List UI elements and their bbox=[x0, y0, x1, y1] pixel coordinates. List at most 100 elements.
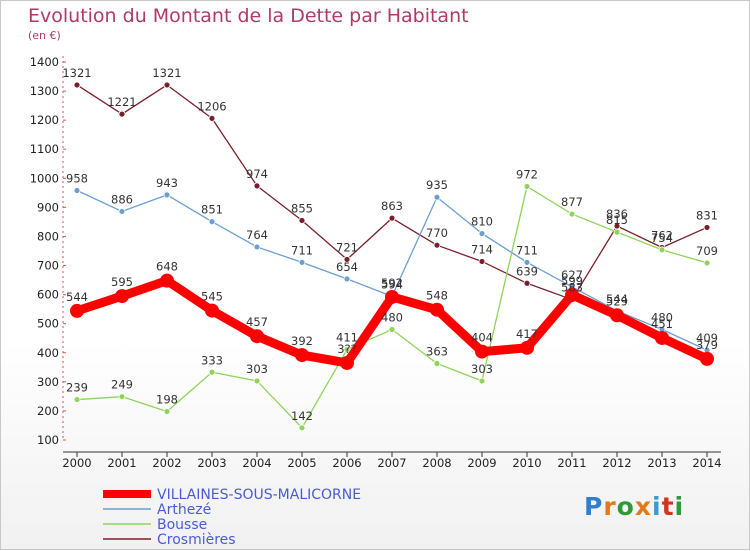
data-point bbox=[568, 210, 576, 218]
data-label: 363 bbox=[426, 345, 448, 359]
data-label: 1206 bbox=[197, 99, 226, 113]
legend-label: Arthezé bbox=[157, 502, 211, 518]
data-label: 333 bbox=[201, 353, 223, 367]
data-point bbox=[613, 228, 621, 236]
data-label: 592 bbox=[381, 276, 403, 290]
data-point bbox=[478, 258, 486, 265]
data-label: 863 bbox=[381, 199, 403, 213]
legend-label: Crosmières bbox=[157, 532, 236, 548]
data-label: 627 bbox=[561, 268, 583, 282]
data-label: 974 bbox=[246, 167, 268, 181]
data-label: 595 bbox=[111, 275, 133, 289]
series-0 bbox=[70, 273, 714, 370]
y-tick-label: 1300 bbox=[30, 84, 59, 98]
data-label: 711 bbox=[291, 243, 313, 257]
data-label: 836 bbox=[606, 207, 628, 221]
data-point bbox=[340, 355, 354, 370]
data-point bbox=[523, 279, 531, 287]
data-label: 886 bbox=[111, 192, 133, 206]
data-point bbox=[430, 302, 444, 317]
data-point bbox=[475, 344, 489, 359]
x-tick-label: 2005 bbox=[287, 456, 316, 470]
data-point bbox=[343, 275, 351, 283]
data-point bbox=[655, 330, 669, 345]
data-point bbox=[163, 81, 171, 89]
data-point bbox=[208, 368, 216, 376]
x-tick-label: 2000 bbox=[62, 456, 91, 470]
x-tick-label: 2009 bbox=[467, 456, 496, 470]
data-point bbox=[343, 346, 351, 353]
y-tick-label: 800 bbox=[37, 229, 59, 243]
logo-letter: r bbox=[603, 492, 617, 521]
y-tick-label: 1100 bbox=[30, 142, 59, 156]
data-point bbox=[610, 308, 624, 323]
x-tick-label: 2007 bbox=[377, 456, 406, 470]
data-label: 142 bbox=[291, 409, 313, 423]
data-labels: 544 595 648 545 457 392 3?? 592 548 404 417 599 529 4… bbox=[62, 66, 718, 423]
data-label: 877 bbox=[561, 195, 583, 209]
data-label: 599 bbox=[561, 274, 583, 288]
data-label: 457 bbox=[246, 315, 268, 329]
data-label: 303 bbox=[246, 362, 268, 376]
data-point bbox=[118, 393, 126, 401]
data-point bbox=[433, 193, 441, 201]
data-point bbox=[163, 191, 171, 199]
data-point bbox=[388, 326, 396, 333]
data-label: 548 bbox=[426, 289, 448, 303]
x-tick-label: 2008 bbox=[422, 456, 451, 470]
data-label: 417 bbox=[516, 327, 538, 341]
axes: 100 200 300 400 500 600 700 800 900 1000 1100 1200 1… bbox=[30, 55, 722, 470]
data-label: 721 bbox=[336, 240, 358, 254]
data-label: 648 bbox=[156, 260, 178, 274]
data-label: 711 bbox=[516, 243, 538, 257]
data-point bbox=[523, 183, 531, 190]
data-point bbox=[73, 187, 81, 194]
unit-label: (en €) bbox=[28, 29, 61, 42]
legend-label: Bousse bbox=[157, 517, 207, 533]
logo-letter: t bbox=[661, 492, 675, 521]
data-point bbox=[703, 259, 711, 267]
y-tick-label: 1400 bbox=[30, 55, 59, 69]
data-label: 3?? bbox=[337, 342, 357, 356]
data-label: 411 bbox=[336, 331, 358, 345]
data-label: 1321 bbox=[152, 66, 181, 80]
data-point bbox=[118, 110, 126, 118]
legend: VILLAINES-SOUS-MALICORNEArthezéBousseCro… bbox=[103, 487, 361, 548]
data-label: 392 bbox=[291, 334, 313, 348]
data-label: 972 bbox=[516, 167, 538, 181]
series-3 bbox=[73, 81, 711, 303]
x-tick-label: 2004 bbox=[242, 456, 271, 470]
data-label: 935 bbox=[426, 178, 448, 192]
data-point bbox=[523, 258, 531, 266]
logo-letter: o bbox=[616, 492, 635, 521]
data-point bbox=[385, 289, 399, 304]
data-label: 815 bbox=[606, 213, 628, 227]
chart-title: Evolution du Montant de la Dette par Hab… bbox=[28, 5, 469, 27]
y-tick-label: 100 bbox=[37, 433, 59, 447]
data-point bbox=[433, 360, 441, 367]
x-tick-label: 2013 bbox=[647, 456, 676, 470]
y-tick-label: 600 bbox=[37, 288, 59, 302]
data-label: 544 bbox=[66, 290, 88, 304]
data-point bbox=[208, 218, 216, 226]
data-point bbox=[565, 287, 579, 302]
logo-letter: P bbox=[584, 492, 604, 521]
data-point bbox=[658, 246, 666, 254]
data-label: 762 bbox=[651, 229, 673, 243]
data-point bbox=[295, 348, 309, 363]
data-point bbox=[478, 377, 486, 385]
data-point bbox=[73, 396, 81, 403]
data-label: 404 bbox=[471, 331, 493, 345]
logo-letter: i bbox=[652, 492, 662, 521]
data-label: 409 bbox=[696, 331, 718, 345]
series-2 bbox=[73, 183, 711, 432]
data-point bbox=[73, 81, 81, 89]
y-tick-label: 1000 bbox=[30, 171, 59, 185]
data-label: 639 bbox=[516, 264, 538, 278]
data-label: 764 bbox=[246, 228, 268, 242]
data-label: 1321 bbox=[62, 66, 91, 80]
data-point bbox=[520, 340, 534, 355]
x-tick-label: 2002 bbox=[152, 456, 181, 470]
data-label: 480 bbox=[651, 311, 673, 325]
